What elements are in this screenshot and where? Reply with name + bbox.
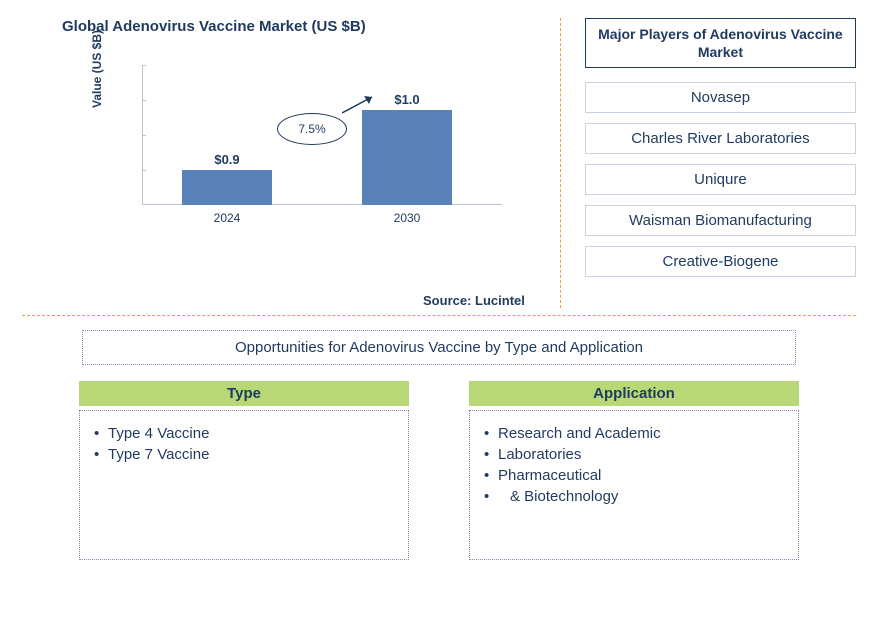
type-body: Type 4 Vaccine Type 7 Vaccine xyxy=(79,410,409,560)
x-label-2024: 2024 xyxy=(182,211,272,225)
y-tick xyxy=(142,170,146,171)
opportunity-columns: Type Type 4 Vaccine Type 7 Vaccine Appli… xyxy=(22,381,856,560)
opportunities-header: Opportunities for Adenovirus Vaccine by … xyxy=(82,330,796,365)
top-row: Global Adenovirus Vaccine Market (US $B)… xyxy=(22,18,856,308)
chart-source: Source: Lucintel xyxy=(423,293,525,308)
bar-label-2024: $0.9 xyxy=(182,152,272,167)
type-header: Type xyxy=(79,381,409,406)
arrow-icon xyxy=(342,91,382,117)
bar-chart: $0.9 2024 $1.0 2030 7.5% xyxy=(142,65,502,225)
players-section: Major Players of Adenovirus Vaccine Mark… xyxy=(585,18,856,308)
player-item: Novasep xyxy=(585,82,856,113)
player-item: Uniqure xyxy=(585,164,856,195)
application-body: Research and Academic Laboratories Pharm… xyxy=(469,410,799,560)
y-tick xyxy=(142,65,146,66)
app-item: Laboratories xyxy=(484,446,784,463)
y-tick xyxy=(142,135,146,136)
opportunities-section: Opportunities for Adenovirus Vaccine by … xyxy=(22,330,856,560)
infographic-container: Global Adenovirus Vaccine Market (US $B)… xyxy=(0,0,878,627)
player-item: Waisman Biomanufacturing xyxy=(585,205,856,236)
bar-2030 xyxy=(362,110,452,205)
player-item: Charles River Laboratories xyxy=(585,123,856,154)
app-item: Research and Academic xyxy=(484,425,784,442)
type-item: Type 4 Vaccine xyxy=(94,425,394,442)
application-header: Application xyxy=(469,381,799,406)
y-tick xyxy=(142,100,146,101)
app-item: Pharmaceutical xyxy=(484,467,784,484)
type-item: Type 7 Vaccine xyxy=(94,446,394,463)
players-header: Major Players of Adenovirus Vaccine Mark… xyxy=(585,18,856,68)
player-item: Creative-Biogene xyxy=(585,246,856,277)
growth-label: 7.5% xyxy=(277,113,347,145)
type-column: Type Type 4 Vaccine Type 7 Vaccine xyxy=(79,381,409,560)
vertical-divider xyxy=(560,18,561,308)
y-axis-label: Value (US $B) xyxy=(90,30,104,108)
app-item-indent: & Biotechnology xyxy=(484,488,784,505)
bar-2024 xyxy=(182,170,272,205)
horizontal-divider xyxy=(22,315,856,316)
application-column: Application Research and Academic Labora… xyxy=(469,381,799,560)
chart-section: Global Adenovirus Vaccine Market (US $B)… xyxy=(22,18,545,308)
x-label-2030: 2030 xyxy=(362,211,452,225)
chart-title: Global Adenovirus Vaccine Market (US $B) xyxy=(62,18,545,35)
